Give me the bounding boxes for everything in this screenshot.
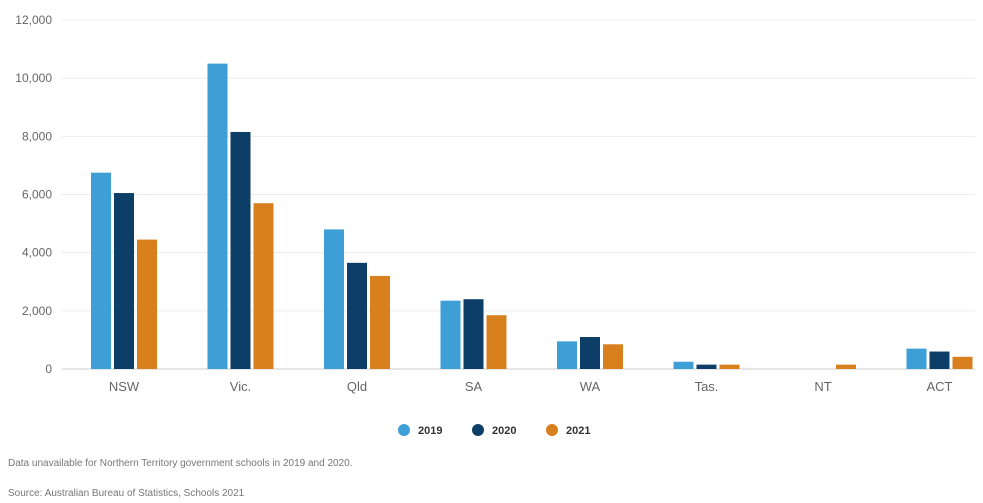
- bar-nsw-2020: [114, 193, 134, 369]
- x-tick-label: ACT: [927, 379, 953, 394]
- y-tick-label: 12,000: [15, 13, 52, 27]
- x-tick-label: Qld: [347, 379, 367, 394]
- bar-vic-2020: [230, 131, 251, 369]
- legend-label-2019[interactable]: 2019: [418, 425, 442, 437]
- x-tick-label: Vic.: [230, 379, 251, 394]
- bar-nt-2021: [836, 364, 856, 369]
- bar-sa-2021: [486, 315, 507, 369]
- x-tick-label: NT: [814, 379, 831, 394]
- bar-wa-2021: [603, 344, 623, 369]
- legend-label-2021[interactable]: 2021: [566, 425, 590, 437]
- bar-sa-2019: [440, 300, 461, 369]
- source-note: Source: Australian Bureau of Statistics,…: [8, 488, 245, 499]
- legend-marker-2021: [546, 424, 558, 436]
- bar-sa-2020: [463, 299, 484, 369]
- legend-label-2020[interactable]: 2020: [492, 425, 516, 437]
- x-tick-label: NSW: [109, 379, 140, 394]
- bar-qld-2019: [324, 229, 344, 369]
- y-tick-label: 2,000: [22, 304, 52, 318]
- y-tick-label: 10,000: [15, 71, 52, 85]
- bar-nsw-2019: [91, 172, 111, 369]
- y-tick-label: 6,000: [22, 188, 52, 202]
- bar-act-2021: [952, 356, 973, 369]
- y-tick-label: 4,000: [22, 246, 52, 260]
- bar-wa-2020: [580, 337, 600, 369]
- bar-qld-2020: [347, 262, 367, 369]
- bar-tas-2020: [696, 364, 717, 369]
- x-tick-label: SA: [465, 379, 483, 394]
- bar-nsw-2021: [137, 239, 157, 369]
- x-tick-label: Tas.: [695, 379, 719, 394]
- y-tick-label: 8,000: [22, 129, 52, 143]
- bar-vic-2021: [253, 203, 274, 369]
- bar-act-2020: [929, 351, 950, 369]
- bar-qld-2021: [370, 275, 390, 369]
- footnote: Data unavailable for Northern Territory …: [8, 458, 353, 469]
- y-tick-label: 0: [45, 362, 52, 376]
- x-tick-label: WA: [580, 379, 601, 394]
- bar-chart: 0 2,000 4,000 6,000 8,000 10,000 12,000 NSW Vic.…: [15, 13, 975, 437]
- bar-tas-2019: [673, 361, 694, 369]
- bar-wa-2019: [557, 341, 577, 369]
- bar-vic-2019: [207, 63, 228, 369]
- legend-marker-2020: [472, 424, 484, 436]
- bar-act-2019: [906, 348, 927, 369]
- bar-tas-2021: [719, 364, 740, 369]
- legend-marker-2019: [398, 424, 410, 436]
